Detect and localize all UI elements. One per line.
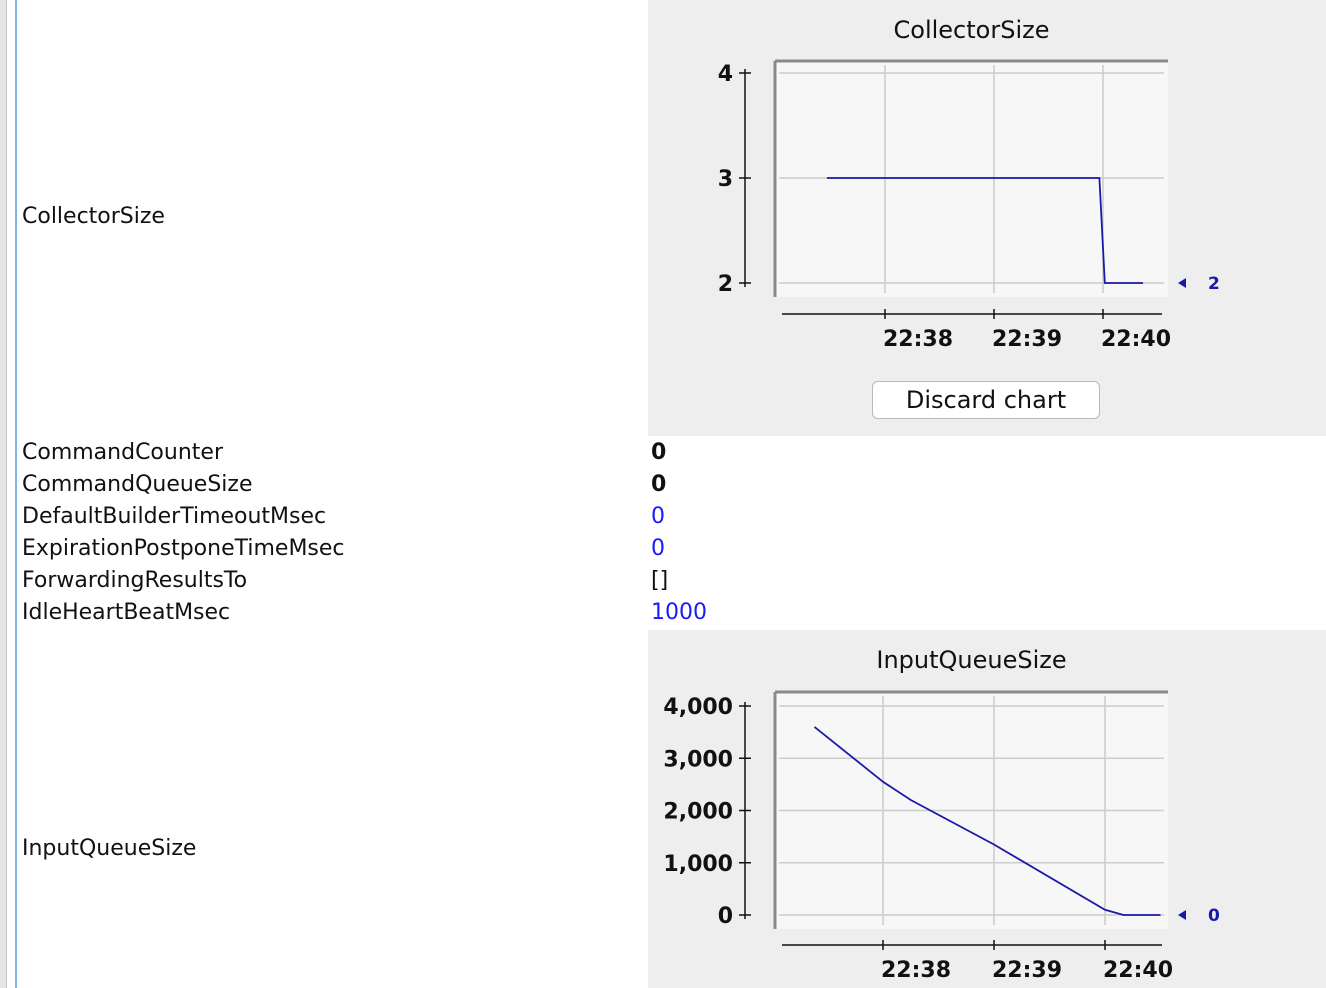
y-tick-label: 2,000 <box>663 800 733 825</box>
y-tick-label: 3,000 <box>663 747 733 772</box>
y-tick-label: 1,000 <box>663 852 733 877</box>
current-value-label: 2 <box>1208 274 1220 294</box>
x-tick-label: 22:40 <box>1103 958 1173 983</box>
y-tick-label: 3 <box>718 167 733 192</box>
chart-title: CollectorSize <box>894 16 1050 44</box>
column-separator <box>15 0 17 988</box>
x-tick-label: 22:39 <box>992 327 1062 352</box>
x-tick-label: 22:38 <box>883 327 953 352</box>
y-tick-label: 4 <box>718 62 733 87</box>
chart-title: InputQueueSize <box>876 646 1066 674</box>
attr-value-commandcounter: 0 <box>651 440 667 465</box>
attr-name-commandqueuesize: CommandQueueSize <box>22 472 253 497</box>
discard-chart-button[interactable]: Discard chart <box>872 381 1100 419</box>
series-line <box>813 726 1161 916</box>
collectorsize-chart-panel: CollectorSize 4 3 2 22:38 22:39 22:40 2 Discard… <box>648 0 1326 436</box>
plot-area <box>775 61 1168 297</box>
attr-name-idleheartbeatmsec: IdleHeartBeatMsec <box>22 600 231 625</box>
attr-value-commandqueuesize: 0 <box>651 472 667 497</box>
x-tick-label: 22:38 <box>881 958 951 983</box>
attr-value-defaultbuildertimeoutmsec[interactable]: 0 <box>651 504 665 529</box>
window-left-border <box>0 0 7 988</box>
attr-value-idleheartbeatmsec[interactable]: 1000 <box>651 600 707 625</box>
attr-name-forwardingresultsto: ForwardingResultsTo <box>22 568 248 593</box>
attr-value-expirationpostponetimemsec[interactable]: 0 <box>651 536 665 561</box>
current-value-marker <box>1178 278 1186 288</box>
attr-name-defaultbuildertimeoutmsec: DefaultBuilderTimeoutMsec <box>22 504 327 529</box>
attr-name-inputqueuesize: InputQueueSize <box>22 836 197 861</box>
attr-name-commandcounter: CommandCounter <box>22 440 223 465</box>
current-value-label: 0 <box>1208 906 1220 926</box>
inputqueuesize-chart: InputQueueSize 4,000 3,000 2,000 1,000 0 22:38… <box>663 646 1220 983</box>
y-tick-label: 2 <box>718 272 733 297</box>
attr-name-expirationpostponetimemsec: ExpirationPostponeTimeMsec <box>22 536 345 561</box>
x-tick-label: 22:39 <box>992 958 1062 983</box>
inputqueuesize-chart-panel: InputQueueSize 4,000 3,000 2,000 1,000 0 22:38… <box>648 630 1326 988</box>
collectorsize-chart: CollectorSize 4 3 2 22:38 22:39 22:40 2 <box>718 16 1220 352</box>
current-value-marker <box>1178 910 1186 920</box>
x-tick-label: 22:40 <box>1101 327 1171 352</box>
y-tick-label: 4,000 <box>663 695 733 720</box>
y-tick-label: 0 <box>718 904 733 929</box>
attr-value-forwardingresultsto: [] <box>651 568 669 593</box>
attr-name-collectorsize: CollectorSize <box>22 204 165 229</box>
series-line <box>826 177 1143 284</box>
